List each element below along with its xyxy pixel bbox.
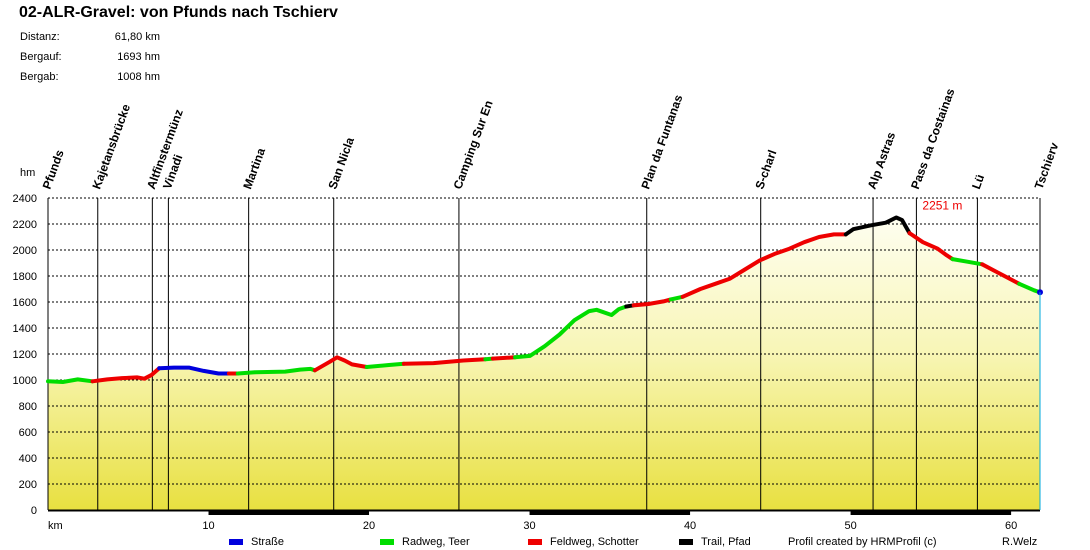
waypoint-label: S-charl	[752, 148, 779, 191]
y-tick-label: 2000	[13, 245, 37, 257]
y-tick-label: 1400	[13, 323, 37, 335]
y-tick-label: 200	[19, 479, 37, 491]
y-axis-unit-label: hm	[20, 167, 35, 179]
x-axis-band	[850, 511, 1012, 515]
legend-swatch	[229, 539, 243, 545]
waypoint-label: Alp Astras	[865, 130, 899, 191]
legend-swatch	[679, 539, 693, 545]
legend-label: Trail, Pfad	[701, 536, 751, 548]
x-tick-label: 50	[844, 520, 856, 532]
profile-segment	[680, 232, 848, 299]
profile-segment	[950, 257, 985, 267]
profile-segment	[46, 377, 95, 384]
elevation-area	[48, 217, 1040, 510]
profile-segment	[157, 365, 231, 376]
y-tick-label: 400	[19, 453, 37, 465]
legend-item-strasse: Straße	[229, 536, 284, 548]
stat-descent-value: 1008 hm	[117, 71, 160, 83]
legend-swatch	[528, 539, 542, 545]
legend-item-feldweg: Feldweg, Schotter	[528, 536, 639, 548]
legend-swatch	[380, 539, 394, 545]
chart-title: 02-ALR-Gravel: von Pfunds nach Tschierv	[19, 4, 338, 21]
x-axis-unit-label: km	[48, 520, 63, 532]
legend-item-trail: Trail, Pfad	[679, 536, 751, 548]
waypoint-label: Kajetansbrücke	[89, 102, 133, 191]
max-elevation-label: 2251 m	[922, 198, 962, 212]
waypoint-label: Tschierv	[1032, 140, 1062, 191]
y-tick-label: 0	[31, 505, 37, 517]
profile-segment	[490, 355, 518, 361]
x-tick-label: 30	[523, 520, 535, 532]
profile-segment	[668, 294, 685, 302]
waypoint-label: Martina	[240, 146, 268, 191]
profile-segment	[513, 304, 629, 360]
stat-distance-value: 61,80 km	[114, 31, 160, 43]
stat-descent-label: Bergab:	[20, 71, 59, 83]
profile-segment	[312, 355, 369, 373]
y-tick-label: 1600	[13, 297, 37, 309]
y-tick-label: 800	[19, 401, 37, 413]
elevation-area-layer	[48, 217, 1040, 510]
profile-segment	[90, 366, 162, 384]
legend-label: Straße	[251, 536, 285, 548]
profile-segment	[843, 215, 912, 237]
profile-segment	[235, 366, 317, 376]
waypoint-label: Plan da Funtanas	[638, 93, 685, 191]
stat-ascent-label: Bergauf:	[20, 51, 62, 63]
axis-layer: 0 200 400 600 800 1000 1200 1400 1600 1800 2000 220…	[13, 167, 1040, 532]
profile-line-layer	[46, 215, 1043, 510]
credit-text: Profil created by HRMProfil (c)	[788, 536, 937, 548]
waypoint-label: Pfunds	[40, 148, 67, 191]
profile-segment	[401, 357, 488, 366]
legend-label: Radweg, Teer	[402, 536, 470, 548]
y-tick-label: 600	[19, 427, 37, 439]
y-tick-label: 2400	[13, 193, 37, 205]
x-axis-band	[529, 511, 691, 515]
x-tick-label: 10	[202, 520, 214, 532]
x-tick-label: 20	[363, 520, 375, 532]
profile-segment	[907, 231, 955, 262]
author-text: R.Welz	[1002, 536, 1038, 548]
profile-segment	[364, 361, 406, 369]
waypoint-label: Lü	[969, 172, 987, 191]
grid-layer	[48, 197, 1040, 511]
stat-ascent-value: 1693 hm	[117, 51, 160, 63]
y-tick-label: 1200	[13, 349, 37, 361]
x-tick-label: 40	[684, 520, 696, 532]
profile-segment	[631, 297, 673, 308]
waypoint-label: San Nicla	[325, 135, 357, 191]
waypoint-label: Camping Sur En	[451, 99, 496, 192]
legend-item-radweg: Radweg, Teer	[380, 536, 470, 548]
label-layer: 2251 m	[922, 198, 962, 212]
x-tick-label: 60	[1005, 520, 1017, 532]
legend-label: Feldweg, Schotter	[550, 536, 639, 548]
y-tick-label: 2200	[13, 219, 37, 231]
profile-segment	[980, 262, 1022, 286]
x-axis-band	[208, 511, 370, 515]
y-tick-label: 1800	[13, 271, 37, 283]
stat-distance-label: Distanz:	[20, 31, 60, 43]
waypoint-label: Pass da Costainas	[908, 86, 958, 191]
y-tick-label: 1000	[13, 375, 37, 387]
